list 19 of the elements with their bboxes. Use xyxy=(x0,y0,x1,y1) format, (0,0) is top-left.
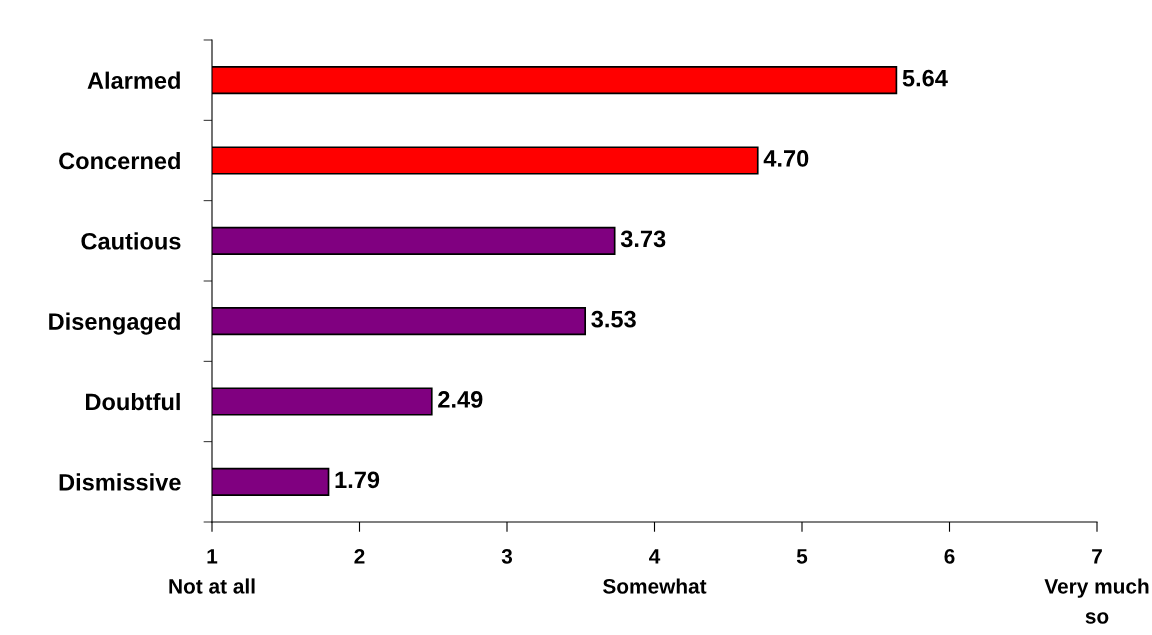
y-tick-label: Disengaged xyxy=(49,312,180,335)
data-label: 5.64 xyxy=(902,69,948,87)
x-tick-label: 3 xyxy=(501,548,513,564)
y-tick-label: Cautious xyxy=(81,232,181,250)
y-tick-label: Alarmed xyxy=(87,71,180,89)
data-label: 4.70 xyxy=(763,150,809,167)
y-tick-label: Doubtful xyxy=(86,392,180,411)
x-tick-label: 4 Somewhat xyxy=(603,549,707,594)
data-label: 3.73 xyxy=(620,230,666,248)
y-tick-label: Dismissive xyxy=(59,473,181,491)
x-tick-label: 2 xyxy=(354,548,365,564)
x-tick-label: 5 xyxy=(796,549,808,564)
x-tick-label: 1 Not at all xyxy=(169,549,255,594)
x-tick-label: 7 Very much so xyxy=(1044,549,1149,624)
x-tick-label: 6 xyxy=(944,548,955,564)
y-tick-label: Concerned xyxy=(59,151,180,170)
data-label: 2.49 xyxy=(438,391,483,408)
data-label: 3.53 xyxy=(591,310,636,328)
data-label: 1.79 xyxy=(335,471,380,489)
